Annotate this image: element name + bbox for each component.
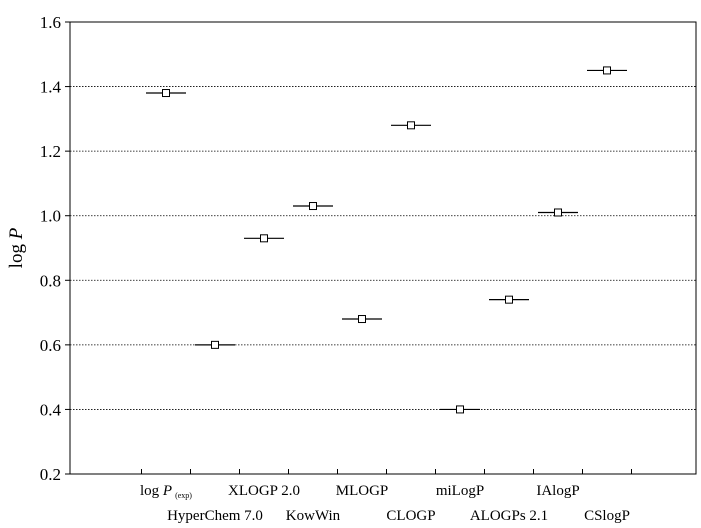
x-tick-label: XLOGP 2.0 bbox=[228, 483, 300, 499]
x-tick-label-text: CLOGP bbox=[386, 508, 435, 524]
point-marker bbox=[260, 234, 268, 243]
y-tick-label: 1.0 bbox=[40, 207, 61, 226]
x-tick-label: miLogP bbox=[436, 483, 484, 499]
x-tick-label: CLOGP bbox=[386, 508, 435, 524]
x-tick-label: KowWin bbox=[286, 508, 341, 524]
x-tick-label-text: HyperChem 7.0 bbox=[167, 508, 263, 524]
data-point bbox=[146, 89, 186, 98]
point-marker bbox=[505, 295, 513, 304]
x-tick-label-text: ALOGPs 2.1 bbox=[470, 508, 548, 524]
y-tick-label: 0.2 bbox=[40, 465, 61, 484]
data-point bbox=[391, 121, 431, 130]
y-tick-label: 0.8 bbox=[40, 271, 61, 290]
data-markers bbox=[146, 66, 627, 414]
y-axis-label-text: log bbox=[6, 239, 27, 268]
data-point bbox=[244, 234, 284, 243]
y-axis-label: log P bbox=[6, 227, 27, 268]
data-point bbox=[195, 340, 235, 349]
point-marker bbox=[554, 208, 562, 217]
x-tick-label: MLOGP bbox=[336, 483, 389, 499]
point-marker bbox=[309, 202, 317, 211]
x-tick-label-text: miLogP bbox=[436, 483, 484, 499]
x-tick-label-text: MLOGP bbox=[336, 483, 389, 499]
point-marker bbox=[358, 315, 366, 324]
x-tick-label: CSlogP bbox=[584, 508, 630, 524]
x-tick-label-text: log bbox=[140, 483, 163, 499]
y-tick-label: 0.4 bbox=[40, 400, 62, 419]
x-tick-label-text: KowWin bbox=[286, 508, 341, 524]
x-tick-label: log P (exp) bbox=[140, 483, 192, 500]
x-tick-label: IAlogP bbox=[536, 483, 579, 499]
y-tick-label: 1.2 bbox=[40, 142, 61, 161]
y-tick-label: 0.6 bbox=[40, 336, 61, 355]
data-point bbox=[538, 208, 578, 217]
data-point bbox=[440, 405, 480, 414]
point-marker bbox=[211, 340, 219, 349]
point-marker bbox=[162, 89, 170, 98]
point-marker bbox=[603, 66, 611, 75]
y-tick-label: 1.4 bbox=[40, 78, 62, 97]
x-tick-label: ALOGPs 2.1 bbox=[470, 508, 548, 524]
x-tick-label-subscript: (exp) bbox=[175, 491, 192, 500]
x-axis: log P (exp) HyperChem 7.0 XLOGP 2.0 KowWin ML… bbox=[140, 469, 632, 524]
gridlines bbox=[70, 86, 696, 410]
data-point bbox=[293, 202, 333, 211]
data-point bbox=[587, 66, 627, 75]
data-point bbox=[342, 315, 382, 324]
x-tick-label-text: XLOGP 2.0 bbox=[228, 483, 300, 499]
x-tick-label-text: IAlogP bbox=[536, 483, 579, 499]
data-point bbox=[489, 295, 529, 304]
x-tick-label: HyperChem 7.0 bbox=[167, 508, 263, 524]
y-axis-label-group: log P bbox=[6, 227, 27, 268]
x-tick-label-text: CSlogP bbox=[584, 508, 630, 524]
plot-border bbox=[69, 21, 697, 475]
y-axis: 0.2 0.4 0.6 0.8 1.0 1.2 1.4 1.6 bbox=[40, 13, 70, 484]
x-tick-label-italic: P bbox=[162, 483, 172, 499]
y-tick-label: 1.6 bbox=[40, 13, 61, 32]
plot-frame bbox=[69, 21, 697, 475]
point-marker bbox=[407, 121, 415, 130]
point-marker bbox=[456, 405, 464, 414]
y-axis-label-italic: P bbox=[6, 227, 27, 240]
